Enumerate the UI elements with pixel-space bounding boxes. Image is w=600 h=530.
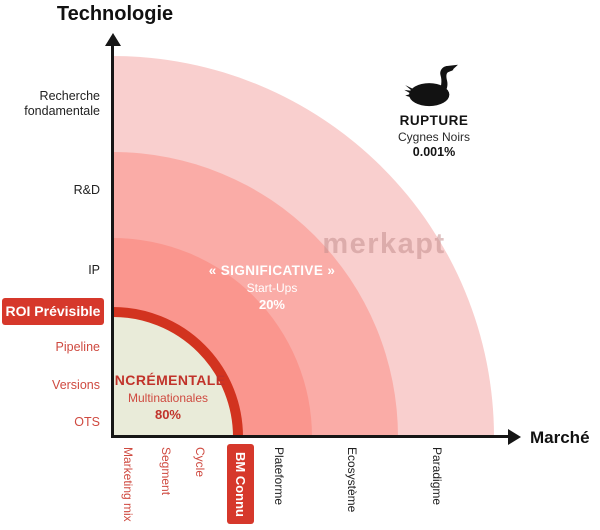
x-label-paradigme: Paradigme	[430, 447, 444, 506]
roi-previsible-badge: ROI Prévisible	[2, 298, 104, 325]
y-axis-arrow-icon	[105, 33, 121, 46]
incremental-zone-label: INCRÉMENTALE Multinationales 80%	[113, 372, 225, 422]
y-axis-title: Technologie	[56, 3, 174, 25]
rupture-subtitle: Cygnes Noirs	[397, 130, 471, 144]
y-label-versions: Versions	[52, 378, 100, 392]
quadrant-area: merkapt « SIGNIFICATIVE » Start-Ups 20% …	[113, 0, 543, 437]
y-label-pipeline: Pipeline	[55, 340, 100, 354]
significative-subtitle: Start-Ups	[246, 281, 298, 295]
y-axis	[111, 44, 114, 438]
y-label-line: fondamentale	[24, 104, 100, 118]
x-label-segment: Segment	[159, 447, 173, 496]
bm-connu-label: BM Connu	[233, 451, 248, 517]
y-label-rd: R&D	[73, 183, 100, 197]
significative-share: 20%	[258, 297, 286, 312]
incremental-subtitle: Multinationales	[127, 391, 209, 405]
incremental-title: INCRÉMENTALE	[113, 372, 226, 388]
rupture-share: 0.001%	[412, 145, 456, 159]
bm-connu-badge: BM Connu	[227, 444, 254, 524]
rupture-title: RUPTURE	[399, 113, 469, 128]
y-label-recherche-fondamentale: Recherche fondamentale	[0, 89, 100, 119]
x-axis-arrow-icon	[508, 429, 521, 445]
x-axis	[111, 435, 511, 438]
x-label-cycle: Cycle	[193, 447, 207, 478]
x-label-plateforme: Plateforme	[272, 447, 286, 506]
y-label-ots: OTS	[74, 415, 100, 429]
x-label-marketing-mix: Marketing mix	[121, 447, 135, 522]
y-label-line: Recherche	[39, 89, 100, 103]
black-swan-icon	[404, 64, 458, 107]
y-label-ip: IP	[88, 263, 100, 277]
x-axis-title: Marché	[530, 428, 590, 447]
x-label-ecosysteme: Ecosystème	[345, 447, 359, 513]
significative-zone-label: « SIGNIFICATIVE » Start-Ups 20%	[209, 263, 336, 312]
rupture-zone-label: RUPTURE Cygnes Noirs 0.001%	[378, 64, 490, 159]
watermark: merkapt	[322, 228, 446, 260]
incremental-share: 80%	[154, 407, 182, 422]
significative-title: « SIGNIFICATIVE »	[208, 263, 336, 278]
